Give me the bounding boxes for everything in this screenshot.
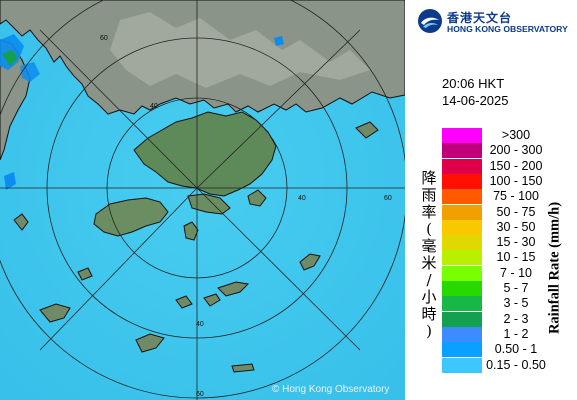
legend-label: 150 - 200 [489, 158, 543, 173]
island-south [231, 363, 255, 373]
ring-labels: 60 60 60 40 40 40 [100, 35, 392, 398]
legend-swatch [442, 357, 482, 373]
legend-swatch [442, 204, 482, 220]
legend-label: 100 - 150 [489, 173, 543, 188]
legend-label: 50 - 75 [496, 204, 536, 219]
sai-kung-islands [247, 189, 267, 207]
legend-label: 5 - 7 [503, 281, 529, 295]
date-label: 14-06-2025 [442, 93, 509, 108]
legend-swatch [442, 173, 482, 189]
legend-label: >300 [501, 128, 531, 142]
legend-swatch [442, 189, 482, 205]
legend-label: 1 - 2 [503, 326, 529, 341]
mainland-texture [110, 12, 370, 88]
legend-label: 7 - 10 [500, 265, 532, 280]
legend-panel: 香港天文台 HONG KONG OBSERVATORY 20:06 HKT 14… [405, 0, 577, 400]
legend-swatch [442, 311, 482, 327]
ring-label: 60 [100, 35, 108, 42]
island-west-2 [77, 267, 93, 281]
legend-label: 2 - 3 [503, 311, 529, 326]
radar-map-svg: 60 60 60 40 40 40 [0, 0, 405, 400]
legend-label: 30 - 50 [496, 219, 536, 234]
legend-label: 3 - 5 [503, 296, 529, 311]
legend-swatch [442, 219, 482, 235]
island-lema-2 [217, 281, 250, 297]
island-east-coast [355, 121, 379, 139]
legend-swatch [442, 250, 482, 266]
time-label: 20:06 HKT [442, 76, 505, 91]
legend-title-zh: 降雨率(毫米 / 小時) [421, 169, 437, 340]
legend-label: 10 - 15 [496, 250, 536, 265]
hong-kong-land [133, 111, 277, 197]
legend-swatch [442, 296, 482, 312]
legend-label: 0.15 - 0.50 [486, 357, 546, 372]
logo-name-en: HONG KONG OBSERVATORY [447, 24, 568, 34]
legend-label: 15 - 30 [496, 235, 536, 250]
ring-label: 40 [298, 195, 306, 202]
lantau-island [93, 197, 169, 237]
ring-label: 40 [150, 103, 158, 110]
legend-title-en: Rainfall Rate (mm/h) [546, 201, 563, 335]
legend-swatch [442, 158, 482, 174]
legend-label: 75 - 100 [493, 189, 539, 204]
legend-swatch [442, 235, 482, 251]
island-lema-1 [203, 293, 221, 307]
radar-map: 60 60 60 40 40 40 © Hong Kong Observator… [0, 0, 405, 400]
copyright-text: © Hong Kong Observatory [272, 384, 390, 395]
hk-island [187, 193, 231, 215]
legend-swatch [442, 281, 482, 296]
legend-swatch [442, 342, 482, 358]
legend-swatch [442, 128, 482, 143]
ring-label: 40 [196, 321, 204, 328]
legend-swatch [442, 326, 482, 342]
island-east [299, 253, 321, 271]
island-west-1 [13, 213, 29, 231]
island-wanshan-2 [135, 333, 165, 353]
range-rings [0, 0, 405, 400]
lamma-island [183, 221, 199, 241]
legend-label: 200 - 300 [489, 143, 543, 158]
ring-label: 60 [196, 391, 204, 398]
legend-swatch [442, 265, 482, 281]
legend-label: 0.50 - 1 [494, 342, 538, 357]
island-wanshan-1 [39, 303, 71, 323]
legend-swatch [442, 143, 482, 159]
island-wanshan-3 [175, 295, 193, 309]
hko-logo: 香港天文台 HONG KONG OBSERVATORY [417, 8, 577, 36]
logo-name-zh: 香港天文台 [447, 11, 513, 25]
ring-label: 60 [384, 195, 392, 202]
hko-logo-icon [418, 9, 442, 33]
